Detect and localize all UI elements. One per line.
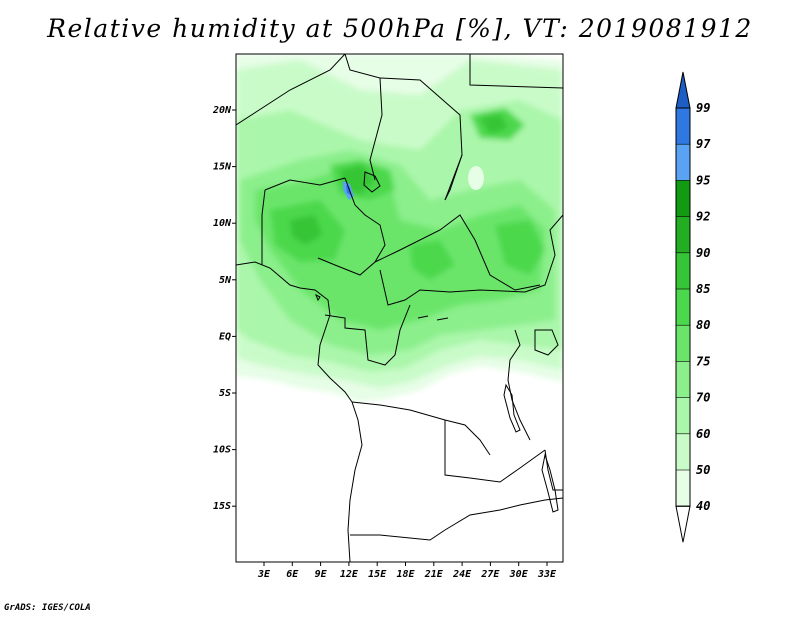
border-nigeria-n: [264, 177, 346, 191]
lat-tick-label: EQ: [219, 331, 231, 342]
lat-tick-label: 15N: [213, 162, 232, 173]
longitude-axis: 3E 6E 9E 12E 15E 18E 21E 24E 27E 30E 33E: [257, 562, 557, 580]
colorbar-top-arrow: [675, 71, 691, 109]
colorbar-label: 70: [696, 391, 710, 405]
lon-tick-label: 15E: [368, 569, 387, 580]
colorbar-box: [676, 325, 690, 362]
lat-tick-label: 15S: [213, 501, 231, 512]
coast-gabon: [317, 314, 353, 403]
island-bioko: [315, 293, 321, 302]
colorbar-label: 95: [696, 173, 710, 187]
lat-tick-label: 5S: [219, 388, 231, 399]
border-congo: [324, 304, 411, 366]
colorbar-label: 50: [696, 463, 710, 477]
colorbar-box: [676, 361, 690, 398]
colorbar-box: [676, 289, 690, 326]
border-nigeria-e: [317, 177, 386, 276]
rh-band-75: [255, 165, 545, 330]
colorbar-box: [676, 108, 690, 145]
lon-tick-label: 3E: [257, 569, 271, 580]
colorbar-label: 40: [696, 499, 710, 513]
latitude-axis: 20N 15N 10N 5N EQ 5S 10S 15S: [212, 105, 236, 512]
border-north-1: [236, 54, 346, 126]
colorbar-label: 97: [696, 137, 711, 151]
colorbar-box: [676, 470, 690, 507]
lake-tanganyika: [503, 383, 521, 433]
border-bottom: [444, 497, 563, 531]
colorbar-box: [676, 433, 690, 470]
border-north-2: [344, 54, 383, 181]
border-nigeria-w: [261, 189, 266, 265]
coast-angola: [347, 401, 363, 562]
colorbar-label: 99: [696, 101, 710, 115]
border-angola-n: [351, 401, 491, 456]
dry-spot: [468, 166, 484, 190]
lake-victoria: [534, 329, 559, 356]
border-zambia: [444, 420, 546, 483]
lon-tick-label: 12E: [340, 569, 359, 580]
lake-malawi: [541, 453, 559, 513]
colorbar: 99 97 95 92 90 85 80 75 70 60 50 40: [675, 71, 711, 543]
colorbar-bottom-arrow: [675, 505, 691, 543]
border-chad-car: [374, 214, 541, 291]
colorbar-box: [676, 144, 690, 181]
colorbar-label: 60: [696, 427, 710, 441]
coast-west: [236, 261, 331, 316]
lon-tick-label: 18E: [396, 569, 415, 580]
colorbar-box: [676, 252, 690, 289]
lat-tick-label: 10N: [213, 218, 232, 229]
border-car-s: [379, 269, 526, 306]
colorbar-box: [676, 180, 690, 217]
lat-tick-label: 5N: [219, 275, 232, 286]
colorbar-label: 85: [696, 282, 710, 296]
lon-tick-label: 9E: [315, 569, 328, 580]
lake-chad: [363, 171, 381, 193]
lon-tick-label: 30E: [509, 569, 529, 580]
humidity-field: [236, 54, 563, 402]
lon-tick-label: 33E: [537, 569, 557, 580]
rh-band-85b: [290, 215, 322, 245]
colorbar-label: 80: [696, 318, 710, 332]
lake-small-2: [436, 317, 449, 321]
lake-small-1: [417, 315, 429, 319]
rh-core-97: [346, 185, 351, 195]
border-ssudan: [524, 214, 563, 293]
rh-band-80e: [410, 240, 455, 280]
border-sudan: [444, 154, 463, 201]
lon-tick-label: 24E: [452, 569, 472, 580]
lon-tick-label: 27E: [480, 569, 500, 580]
colorbar-label: 92: [696, 210, 710, 224]
map-borders: [236, 54, 563, 562]
chart-title: Relative humidity at 500hPa [%], VT: 201…: [47, 14, 753, 43]
lon-tick-label: 6E: [286, 569, 299, 580]
colorbar-box: [676, 216, 690, 253]
rh-band-85c: [480, 114, 508, 134]
colorbar-label: 90: [696, 246, 710, 260]
rh-band-80d: [495, 220, 545, 275]
border-north-4: [469, 54, 563, 89]
map-frame: [235, 53, 564, 563]
border-namibia: [350, 529, 446, 541]
lat-tick-label: 20N: [212, 105, 232, 116]
border-drc-east: [507, 329, 531, 441]
colorbar-box: [676, 397, 690, 434]
lat-tick-label: 10S: [213, 445, 231, 456]
colorbar-label: 75: [696, 354, 710, 368]
grads-credit: GrADS: IGES/COLA: [4, 603, 91, 613]
lon-tick-label: 21E: [424, 569, 444, 580]
